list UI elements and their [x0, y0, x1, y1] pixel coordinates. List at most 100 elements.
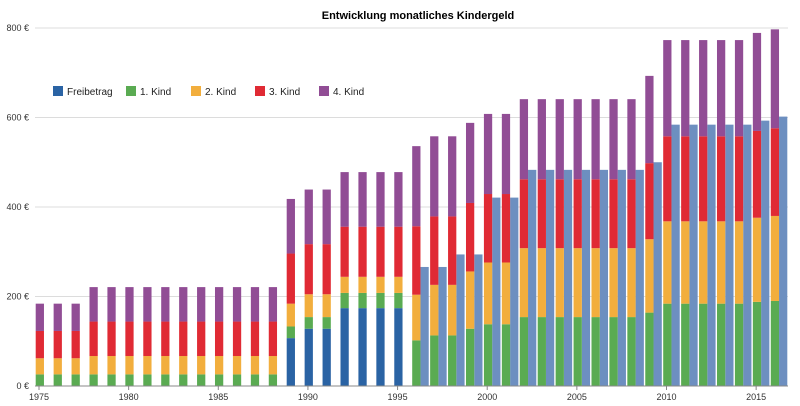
bar-1-kind-1983: [179, 374, 188, 386]
bar-freibetrag-1990: [304, 328, 313, 386]
bar-2-kind-2015: [752, 217, 762, 302]
bar-2-kind-1984: [197, 356, 206, 375]
bar-freibetrag-1998: [456, 254, 465, 386]
bar-3-kind-1977: [71, 330, 80, 359]
bar-2-kind-1989: [286, 303, 295, 327]
bar-freibetrag-2016: [779, 116, 788, 386]
bar-freibetrag-2005: [581, 169, 591, 386]
bar-3-kind-1989: [286, 253, 295, 304]
y-tick-label: 800 €: [6, 23, 29, 33]
legend-swatch-freibetrag: [53, 86, 63, 96]
bar-2-kind-2009: [645, 239, 654, 313]
bar-2-kind-1986: [232, 356, 242, 375]
x-tick-label: 1975: [29, 392, 49, 402]
bar-3-kind-1997: [430, 216, 439, 285]
legend-label: 1. Kind: [140, 87, 171, 98]
bar-4-kind-1987: [250, 287, 260, 322]
bar-2-kind-2016: [770, 215, 780, 301]
bar-3-kind-1980: [125, 321, 134, 357]
bar-2-kind-1982: [161, 356, 170, 375]
bar-2-kind-2001: [501, 262, 511, 325]
bar-freibetrag-1995: [394, 308, 403, 386]
bar-2-kind-1977: [71, 358, 80, 375]
legend: Freibetrag 1. Kind 2. Kind 3. Kind 4. Kind: [53, 86, 364, 98]
bar-4-kind-1992: [340, 172, 349, 227]
bar-3-kind-1979: [107, 321, 116, 357]
bar-4-kind-1976: [53, 303, 62, 331]
bar-3-kind-2004: [555, 179, 564, 249]
bar-2-kind-2005: [573, 248, 582, 318]
bar-1-kind-1981: [143, 374, 152, 386]
bar-3-kind-1978: [89, 321, 98, 357]
bar-3-kind-1996: [412, 226, 421, 295]
bar-1-kind-1992: [340, 292, 349, 309]
bar-4-kind-1991: [322, 189, 331, 245]
bar-2-kind-1988: [268, 356, 278, 375]
bar-4-kind-2007: [609, 99, 618, 180]
bar-2-kind-1990: [304, 294, 313, 318]
bar-freibetrag-2003: [545, 169, 555, 386]
bar-4-kind-2005: [573, 99, 582, 180]
bar-3-kind-1985: [214, 321, 224, 357]
bar-4-kind-1988: [268, 287, 278, 322]
bar-2-kind-2002: [519, 248, 529, 318]
x-tick-label: 2000: [477, 392, 497, 402]
bar-2-kind-2000: [483, 262, 493, 325]
bar-1-kind-1989: [286, 326, 295, 339]
bar-3-kind-2012: [699, 136, 708, 222]
bar-1-kind-2001: [501, 324, 511, 386]
bar-4-kind-2016: [770, 29, 780, 129]
bar-3-kind-2003: [537, 179, 546, 249]
bar-3-kind-1987: [250, 321, 260, 357]
x-tick-label: 2005: [567, 392, 587, 402]
bar-group: [35, 29, 788, 386]
bar-4-kind-1981: [143, 287, 152, 322]
y-tick-label: 200 €: [6, 292, 29, 302]
bar-3-kind-2006: [591, 179, 600, 249]
bar-4-kind-1986: [232, 287, 242, 322]
bar-freibetrag-2000: [492, 197, 501, 386]
bar-4-kind-2008: [627, 99, 636, 180]
bar-freibetrag-2015: [761, 120, 770, 386]
x-tick-label: 1980: [119, 392, 139, 402]
bar-freibetrag-2009: [653, 162, 662, 386]
bar-4-kind-1980: [125, 287, 134, 322]
bar-2-kind-1987: [250, 356, 260, 375]
bar-2-kind-1985: [214, 356, 224, 375]
legend-label: 3. Kind: [269, 87, 300, 98]
bar-4-kind-1996: [412, 146, 421, 227]
bar-freibetrag-1991: [322, 328, 331, 386]
bar-2-kind-2010: [663, 221, 672, 304]
bar-3-kind-1986: [232, 321, 242, 357]
bar-3-kind-2008: [627, 179, 636, 249]
bar-3-kind-2011: [681, 136, 690, 222]
y-axis-ticks: 0 € 200 € 400 € 600 € 800 €: [6, 23, 29, 391]
bar-3-kind-2009: [645, 163, 654, 240]
legend-swatch-1-kind: [126, 86, 136, 96]
bar-2-kind-2003: [537, 248, 546, 318]
bar-2-kind-1993: [358, 276, 367, 293]
bar-4-kind-2010: [663, 40, 672, 137]
bar-3-kind-1982: [161, 321, 170, 357]
bar-3-kind-2013: [716, 136, 726, 222]
bar-3-kind-1981: [143, 321, 152, 357]
legend-label: 4. Kind: [333, 87, 364, 98]
bar-freibetrag-2011: [689, 124, 698, 386]
bar-4-kind-1989: [286, 198, 295, 254]
bar-1-kind-1975: [35, 374, 44, 386]
bar-4-kind-1990: [304, 189, 313, 245]
bar-2-kind-2012: [699, 221, 708, 304]
bar-4-kind-2000: [483, 113, 493, 195]
bar-1-kind-2008: [627, 317, 636, 386]
bar-1-kind-2015: [752, 301, 762, 386]
bar-3-kind-2001: [501, 194, 511, 263]
bar-1-kind-2012: [699, 303, 708, 386]
y-tick-label: 0 €: [16, 381, 29, 391]
bar-3-kind-2007: [609, 179, 618, 249]
x-axis: 1975 1980 1985 1990 1995 2000 2005 2010 2015: [29, 385, 788, 402]
bar-1-kind-1979: [107, 374, 116, 386]
bar-freibetrag-2010: [671, 124, 680, 386]
bar-4-kind-1993: [358, 172, 367, 227]
